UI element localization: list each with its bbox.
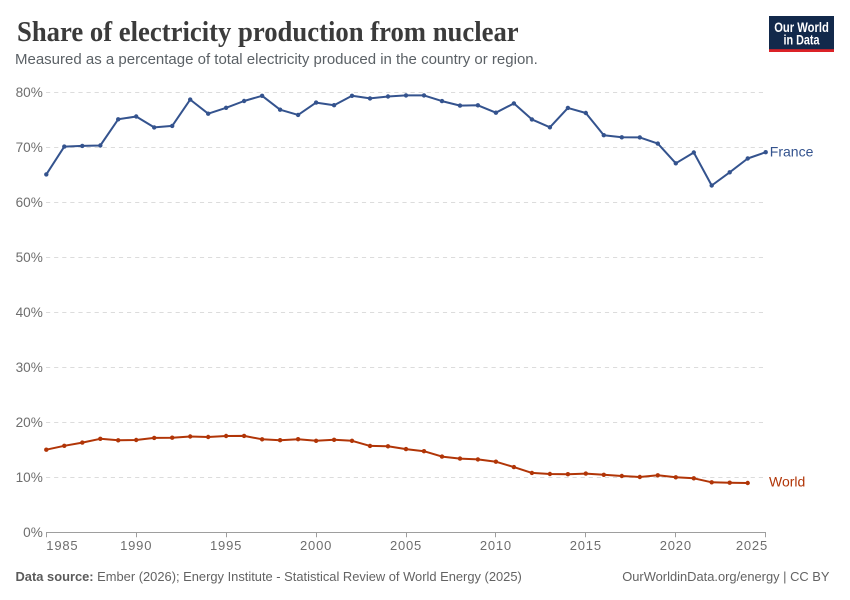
- svg-text:2010: 2010: [480, 538, 512, 553]
- svg-text:1995: 1995: [210, 538, 242, 553]
- svg-text:60%: 60%: [16, 195, 43, 210]
- svg-text:50%: 50%: [16, 250, 43, 265]
- svg-text:Our World: Our World: [774, 19, 829, 35]
- svg-text:1985: 1985: [46, 538, 78, 553]
- svg-text:30%: 30%: [16, 360, 43, 375]
- svg-text:in Data: in Data: [783, 31, 819, 47]
- svg-text:World: World: [769, 474, 805, 490]
- svg-text:2020: 2020: [660, 538, 692, 553]
- svg-text:2000: 2000: [300, 538, 332, 553]
- svg-text:70%: 70%: [16, 140, 43, 155]
- svg-text:10%: 10%: [16, 470, 43, 485]
- svg-text:2015: 2015: [570, 538, 602, 553]
- svg-text:20%: 20%: [16, 415, 43, 430]
- svg-text:2025: 2025: [736, 538, 768, 553]
- svg-text:40%: 40%: [16, 305, 43, 320]
- svg-text:France: France: [770, 144, 814, 160]
- svg-text:1990: 1990: [120, 538, 152, 553]
- svg-text:2005: 2005: [390, 538, 422, 553]
- svg-text:80%: 80%: [16, 85, 43, 100]
- svg-text:0%: 0%: [23, 525, 43, 540]
